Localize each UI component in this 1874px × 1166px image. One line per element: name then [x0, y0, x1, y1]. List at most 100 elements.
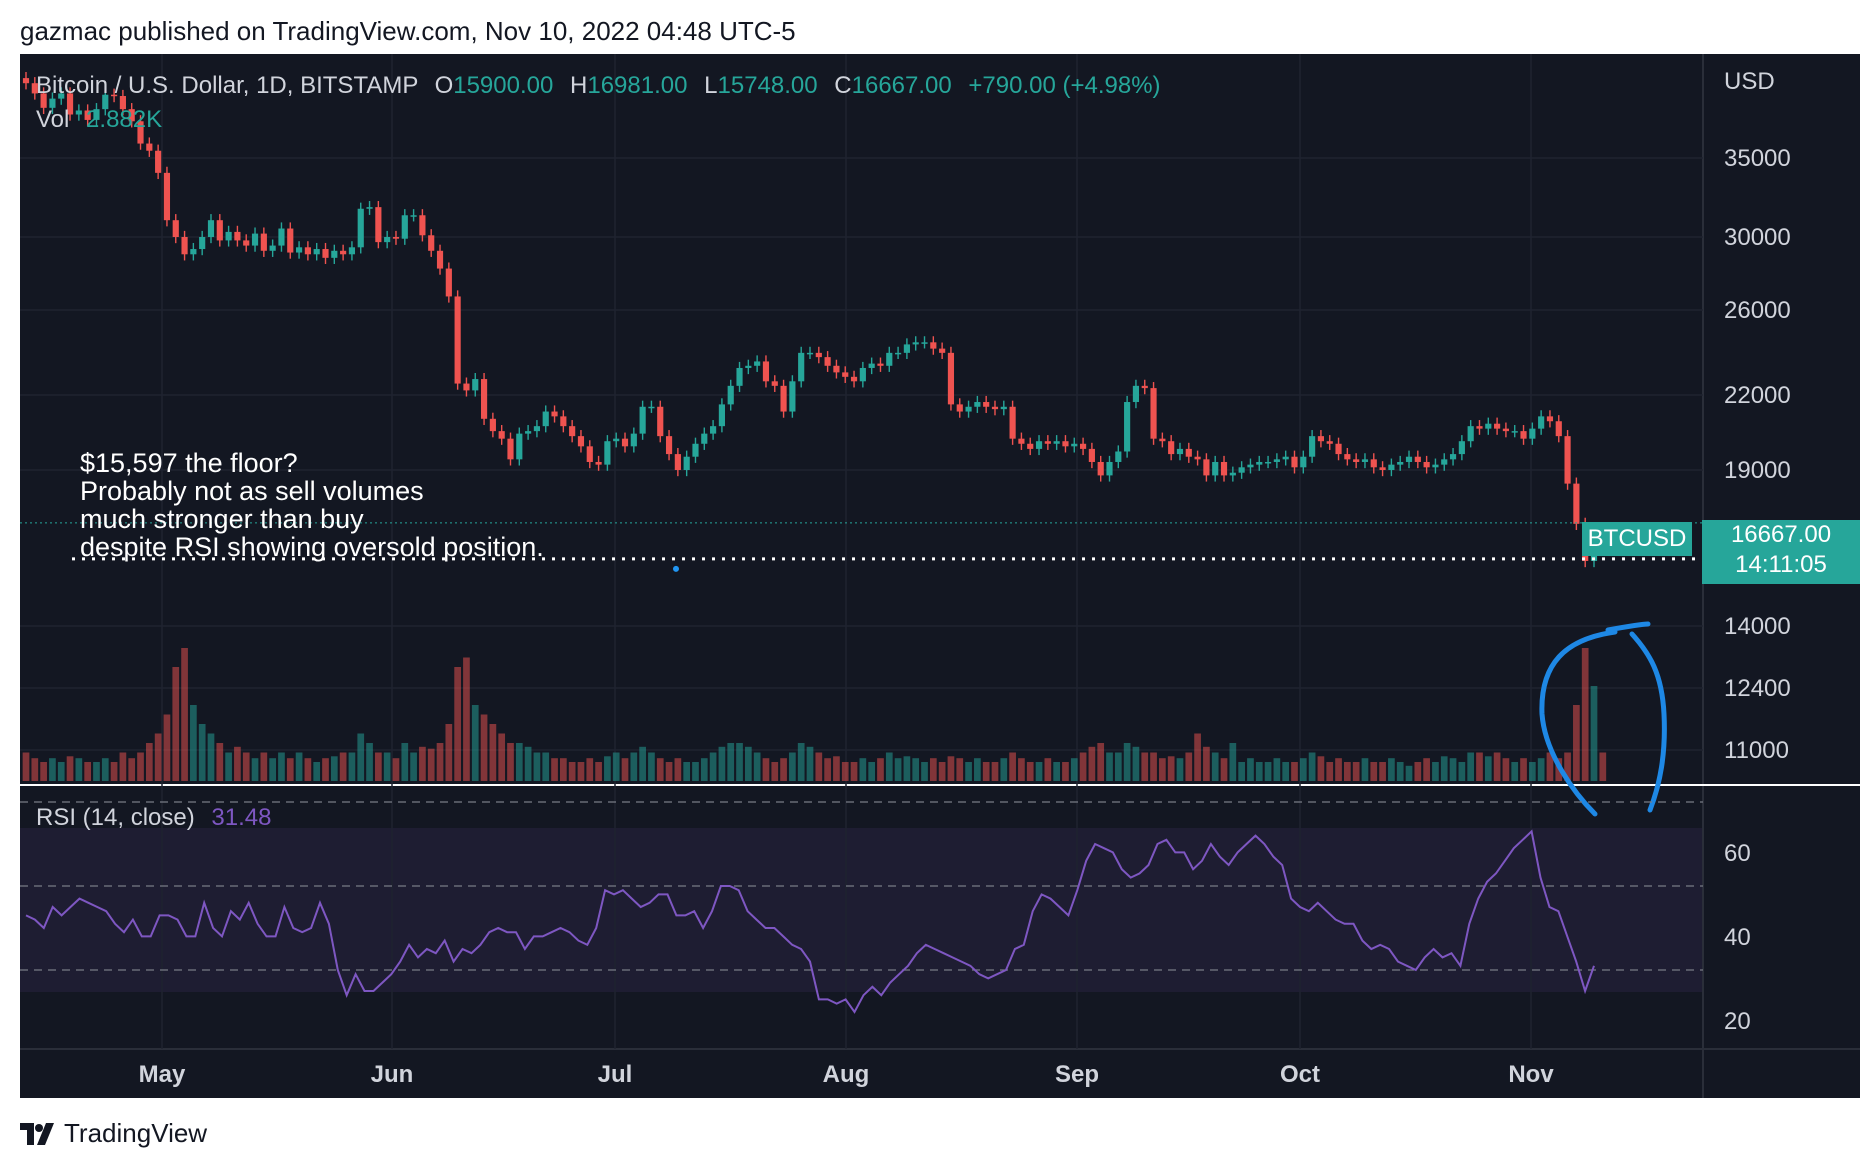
volume-bar: [286, 758, 294, 781]
volume-bar: [718, 746, 726, 781]
volume-bar: [1141, 752, 1149, 781]
candle-body: [1035, 441, 1043, 449]
volume-legend: Vol 2.882K: [36, 106, 162, 134]
candle-body: [727, 385, 734, 405]
candle-body: [798, 352, 805, 382]
price-tick-label: 14000: [1724, 613, 1791, 640]
volume-bar: [1432, 762, 1439, 781]
volume-bar: [1291, 762, 1298, 781]
volume-bar: [859, 758, 867, 781]
volume-bar: [1247, 758, 1254, 781]
candle-body: [956, 404, 963, 412]
candle-body: [260, 233, 267, 251]
volume-bar: [1352, 762, 1360, 781]
candle-body: [1353, 459, 1360, 462]
candle-body: [1185, 448, 1192, 457]
rsi-tick-label: 40: [1724, 924, 1751, 951]
volume-bar: [612, 752, 620, 781]
candle-body: [137, 121, 144, 144]
volume-bar: [445, 724, 453, 781]
rsi-value: 31.48: [211, 804, 272, 831]
candle-body: [1291, 456, 1298, 468]
candle-body: [1106, 461, 1113, 476]
rsi-label: RSI (14, close): [36, 804, 195, 831]
candle-body: [498, 431, 505, 439]
volume-bar: [841, 762, 849, 781]
price-tick-label: 30000: [1724, 224, 1791, 251]
time-tick-label: Oct: [1279, 1061, 1321, 1088]
volume-bar: [1484, 756, 1492, 781]
candle-body: [1405, 456, 1413, 462]
volume-bar: [833, 756, 840, 781]
annotation-text[interactable]: $15,597 the floor? Probably not as sell …: [80, 449, 544, 561]
candle-body: [163, 172, 171, 221]
volume-bar: [295, 752, 303, 781]
candle-body: [49, 98, 56, 108]
price-tick-label: 22000: [1724, 382, 1791, 409]
chart-canvas[interactable]: [20, 54, 1860, 1098]
candle-body: [304, 247, 311, 255]
volume-bar: [313, 762, 321, 781]
candle-body: [472, 379, 479, 391]
volume-bar: [1167, 756, 1175, 781]
candle-body: [674, 454, 681, 470]
candle-body: [762, 361, 770, 382]
volume-label: Vol: [36, 106, 70, 133]
volume-bar: [1211, 752, 1219, 781]
volume-bar: [278, 752, 285, 781]
low-value: 15748.00: [717, 72, 818, 99]
volume-bar: [348, 752, 356, 781]
volume-bar: [1097, 743, 1105, 781]
volume-bar: [1123, 743, 1131, 781]
candle-body: [75, 110, 82, 115]
volume-bar: [1493, 752, 1501, 781]
volume-bar: [868, 762, 876, 781]
volume-bar: [49, 758, 56, 781]
candle-body: [1529, 428, 1536, 439]
volume-bar: [454, 667, 461, 781]
volume-bar: [648, 752, 655, 781]
candle-body: [877, 363, 884, 366]
volume-bar: [683, 762, 691, 781]
volume-bar: [1194, 733, 1201, 781]
candle-body: [542, 411, 549, 427]
candle-body: [586, 446, 593, 462]
candle-body: [1194, 456, 1201, 460]
chart-area[interactable]: Bitcoin / U.S. Dollar, 1D, BITSTAMP O159…: [20, 54, 1860, 1098]
volume-bar: [885, 752, 893, 781]
price-tick-label: 12400: [1724, 675, 1791, 702]
candle-body: [1546, 416, 1554, 422]
candle-body: [533, 426, 541, 432]
candle-body: [1256, 461, 1263, 465]
candle-body: [392, 237, 400, 239]
volume-bar: [1238, 762, 1245, 781]
volume-bar: [75, 758, 83, 781]
volume-bar: [225, 752, 232, 781]
volume-bar: [965, 762, 972, 781]
low-label: L: [704, 72, 718, 99]
volume-bar: [1114, 752, 1122, 781]
volume-bar: [850, 762, 858, 781]
candle-body: [718, 404, 725, 427]
candle-body: [1062, 441, 1069, 447]
candle-body: [1203, 459, 1210, 476]
volume-bar: [524, 746, 532, 781]
candle-body: [991, 406, 999, 410]
candle-body: [251, 233, 259, 246]
volume-bar: [753, 752, 761, 781]
volume-bar: [1599, 752, 1607, 781]
volume-bar: [771, 762, 779, 781]
volume-bar: [383, 752, 391, 781]
candle-body: [58, 93, 65, 99]
candle-body: [181, 237, 188, 255]
candle-body: [939, 348, 946, 353]
candle-body: [1141, 385, 1148, 389]
footer-brand[interactable]: TradingView: [20, 1118, 207, 1149]
volume-bar: [1185, 752, 1193, 781]
candle-body: [199, 237, 206, 250]
currency-label[interactable]: USD: [1724, 68, 1775, 95]
candle-body: [1176, 448, 1184, 455]
candle-body: [428, 235, 435, 251]
volume-bar: [1282, 762, 1290, 781]
candle-body: [1115, 451, 1122, 462]
